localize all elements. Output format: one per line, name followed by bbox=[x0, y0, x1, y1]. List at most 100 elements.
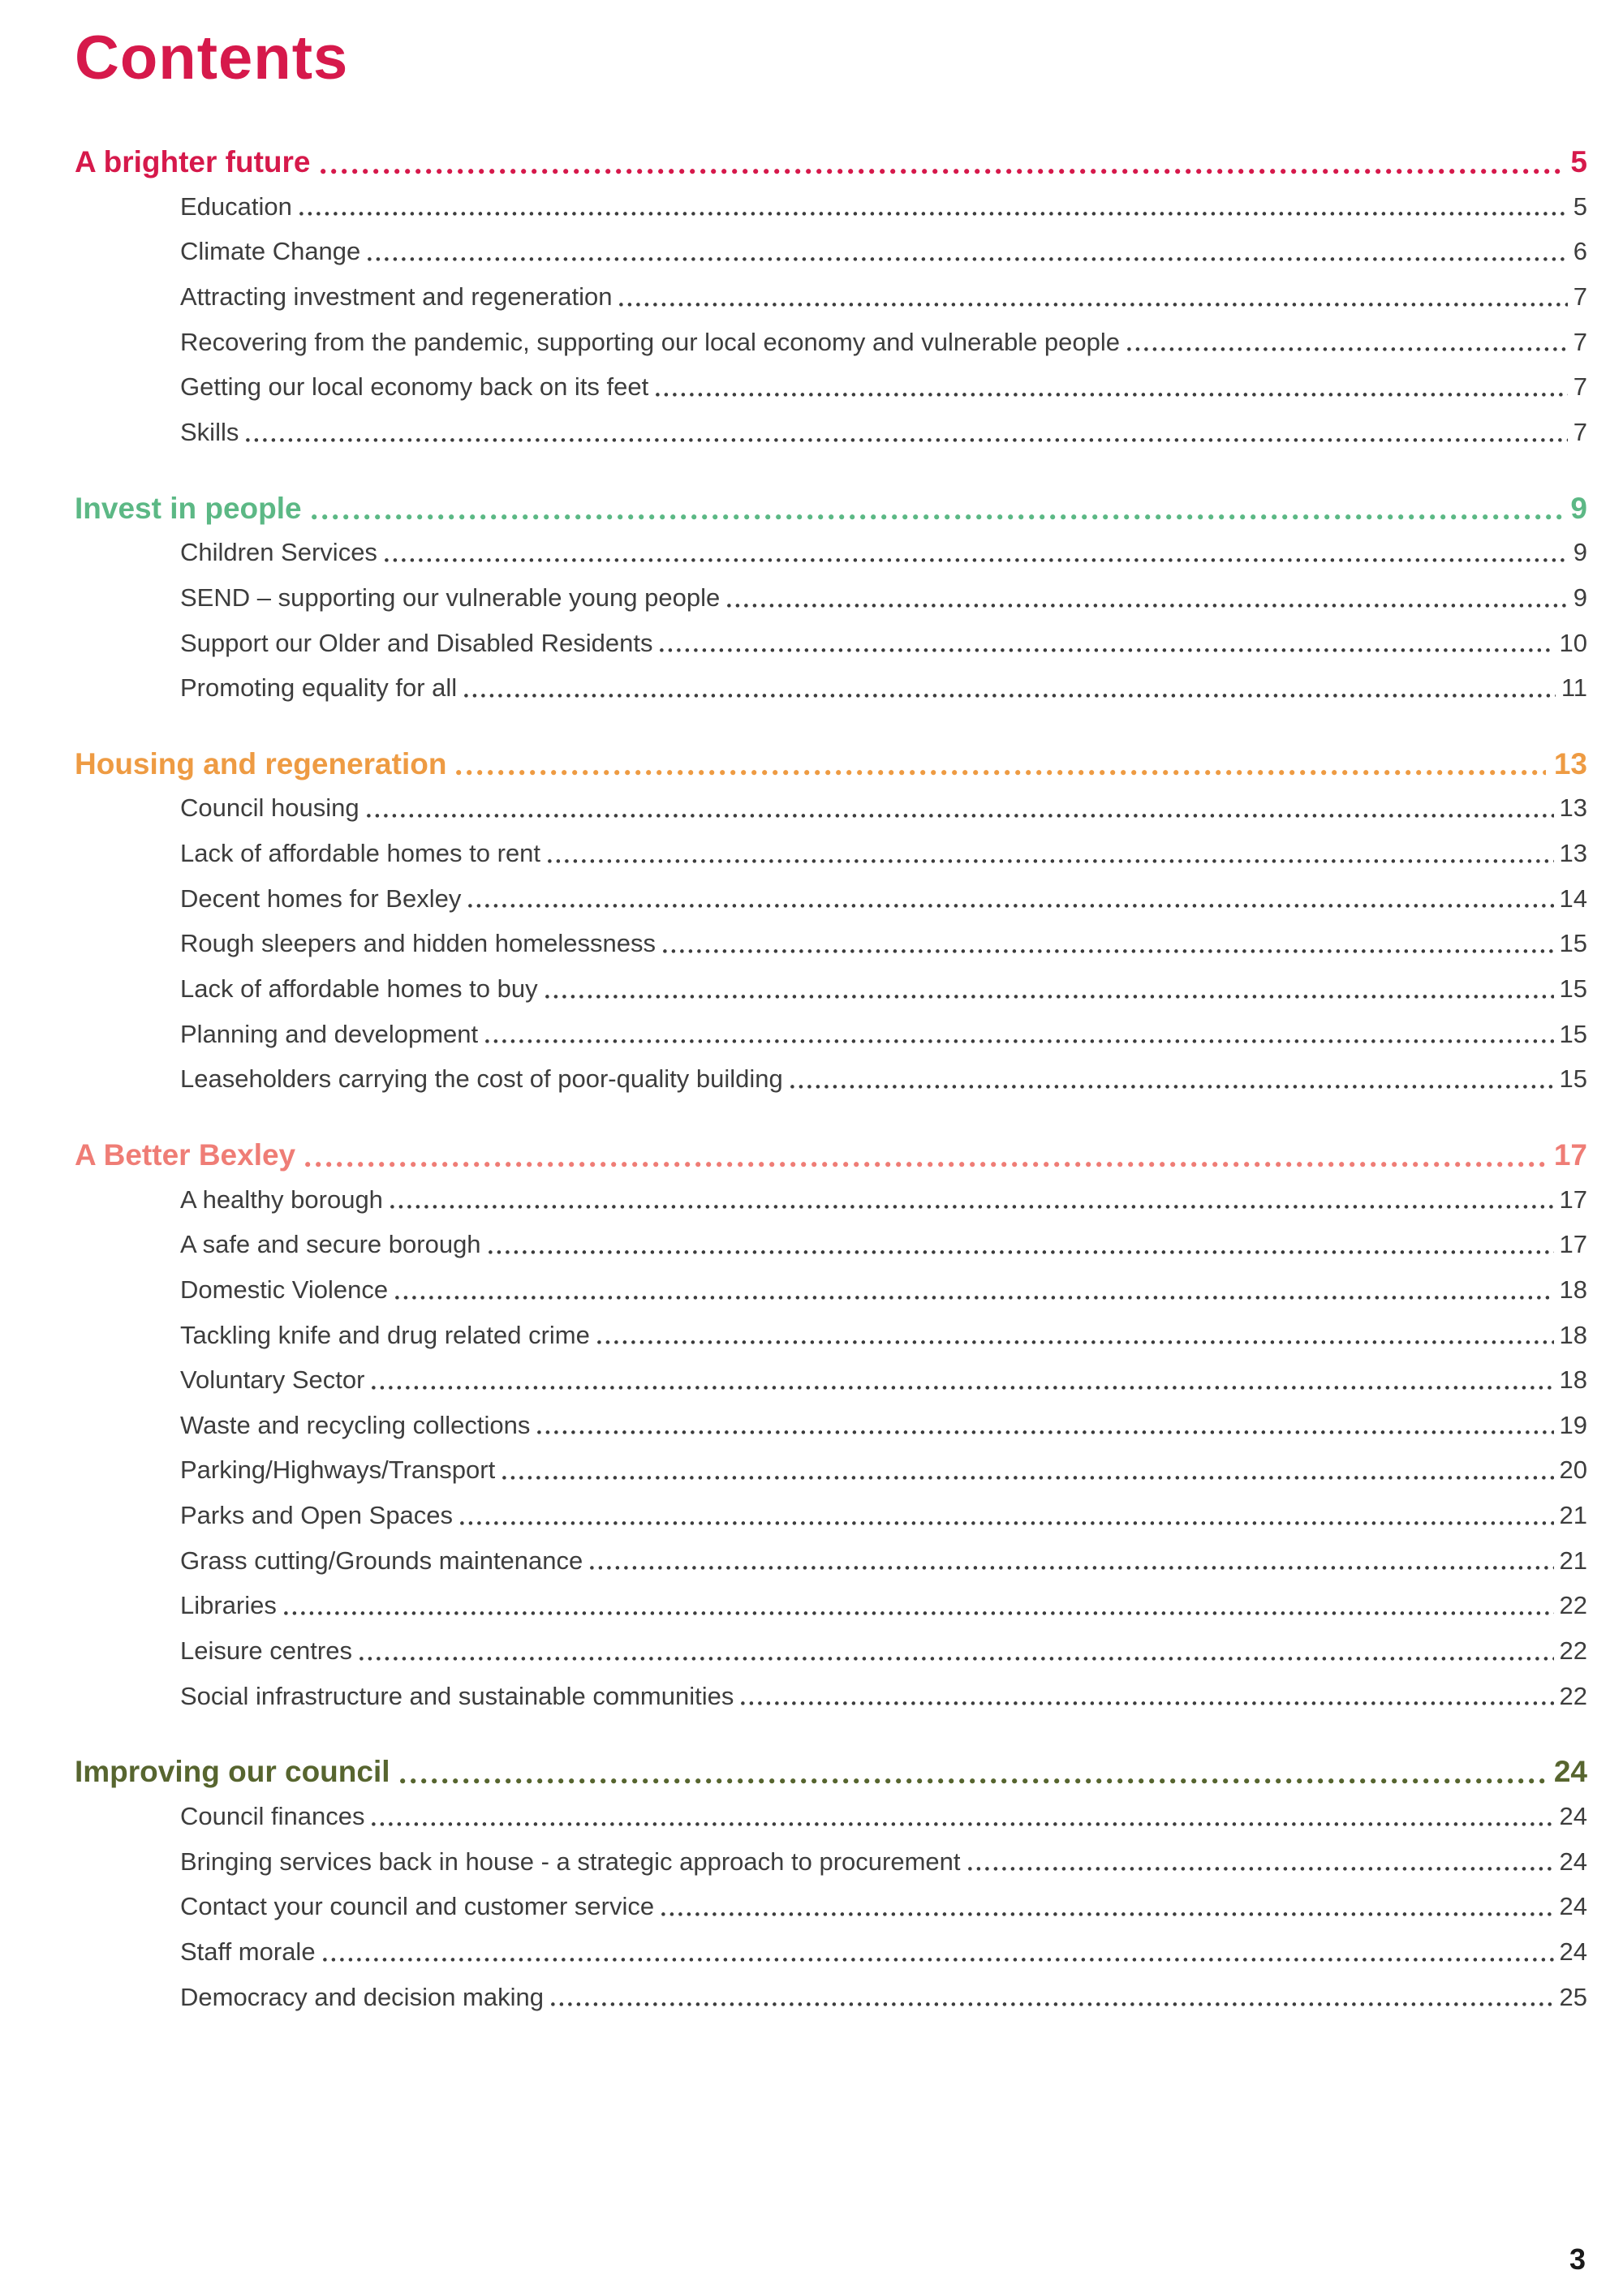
toc-entry[interactable]: Planning and development 15 bbox=[180, 1020, 1587, 1049]
toc-entry[interactable]: Lack of affordable homes to rent 13 bbox=[180, 839, 1587, 868]
toc-entry[interactable]: A safe and secure borough 17 bbox=[180, 1230, 1587, 1259]
toc-entry[interactable]: Tackling knife and drug related crime 18 bbox=[180, 1321, 1587, 1350]
toc-entry-page: 14 bbox=[1559, 884, 1587, 913]
page-title: Contents bbox=[75, 24, 349, 92]
toc-entry-label: Libraries bbox=[180, 1591, 277, 1620]
toc-entry[interactable]: Attracting investment and regeneration 7 bbox=[180, 282, 1587, 312]
dot-leader bbox=[662, 949, 1554, 954]
toc-entry-label: Parking/Highways/Transport bbox=[180, 1455, 496, 1485]
toc-entry-page: 7 bbox=[1573, 417, 1587, 446]
toc-entry[interactable]: Recovering from the pandemic, supporting… bbox=[180, 328, 1587, 357]
toc-entry-page: 18 bbox=[1559, 1320, 1587, 1349]
toc-entry[interactable]: Domestic Violence 18 bbox=[180, 1275, 1587, 1305]
toc-entry[interactable]: Council housing 13 bbox=[180, 793, 1587, 823]
toc-entry[interactable]: Climate Change 6 bbox=[180, 237, 1587, 266]
toc-entry-label: Promoting equality for all bbox=[180, 673, 458, 703]
toc-entry-label: Contact your council and customer servic… bbox=[180, 1892, 655, 1921]
toc-section-items: Education 5 Climate Change 6 Attracting … bbox=[180, 192, 1587, 447]
toc-entry-label: Parks and Open Spaces bbox=[180, 1501, 454, 1530]
toc-entry[interactable]: Promoting equality for all 11 bbox=[180, 673, 1587, 703]
toc-entry-label: Voluntary Sector bbox=[180, 1365, 365, 1395]
toc-entry[interactable]: Council finances 24 bbox=[180, 1802, 1587, 1831]
toc-entry[interactable]: Democracy and decision making 25 bbox=[180, 1983, 1587, 2012]
toc-entry[interactable]: Parking/Highways/Transport 20 bbox=[180, 1455, 1587, 1485]
dot-leader bbox=[366, 814, 1554, 819]
toc-entry-page: 22 bbox=[1559, 1636, 1587, 1666]
toc-entry-label: Council housing bbox=[180, 793, 359, 823]
toc-entry-page: 25 bbox=[1559, 1982, 1587, 2011]
dot-leader bbox=[320, 168, 1563, 174]
toc-entry[interactable]: A healthy borough 17 bbox=[180, 1185, 1587, 1215]
toc-entry-label: Support our Older and Disabled Residents bbox=[180, 628, 653, 657]
toc-entry[interactable]: Children Services 9 bbox=[180, 538, 1587, 567]
dot-leader bbox=[551, 2002, 1554, 2007]
toc-entry-label: Getting our local economy back on its fe… bbox=[180, 372, 649, 402]
toc-entry-label: Lack of affordable homes to buy bbox=[180, 974, 538, 1004]
toc-entry[interactable]: Decent homes for Bexley 14 bbox=[180, 884, 1587, 914]
toc-entry-label: Leisure centres bbox=[180, 1636, 352, 1666]
toc-entry[interactable]: Support our Older and Disabled Residents… bbox=[180, 629, 1587, 658]
dot-leader bbox=[305, 1161, 1546, 1167]
toc-entry-page: 7 bbox=[1573, 282, 1587, 311]
dot-leader bbox=[464, 693, 1556, 698]
dot-leader bbox=[537, 1430, 1554, 1435]
toc-section-page: 24 bbox=[1553, 1755, 1587, 1789]
toc-entry[interactable]: Leaseholders carrying the cost of poor-q… bbox=[180, 1064, 1587, 1094]
toc-entry-label: Democracy and decision making bbox=[180, 1982, 544, 2011]
dot-leader bbox=[299, 212, 1568, 217]
dot-leader bbox=[456, 770, 1546, 776]
toc-section-header[interactable]: Invest in people 9 bbox=[75, 492, 1587, 526]
toc-entry-page: 13 bbox=[1559, 793, 1587, 823]
toc-section-invest-in-people: Invest in people 9 Children Services 9 S… bbox=[75, 492, 1587, 703]
toc-entry[interactable]: SEND – supporting our vulnerable young p… bbox=[180, 583, 1587, 613]
toc-entry[interactable]: Lack of affordable homes to buy 15 bbox=[180, 974, 1587, 1004]
dot-leader bbox=[359, 1656, 1554, 1661]
toc-entry[interactable]: Grass cutting/Grounds maintenance 21 bbox=[180, 1546, 1587, 1576]
toc-entry-page: 21 bbox=[1559, 1546, 1587, 1575]
toc-entry-label: A healthy borough bbox=[180, 1185, 383, 1214]
dot-leader bbox=[727, 603, 1568, 608]
toc-entry[interactable]: Waste and recycling collections 19 bbox=[180, 1411, 1587, 1440]
toc-entry-label: Lack of affordable homes to rent bbox=[180, 839, 541, 868]
toc-entry[interactable]: Social infrastructure and sustainable co… bbox=[180, 1682, 1587, 1711]
toc-section-header[interactable]: Housing and regeneration 13 bbox=[75, 747, 1587, 781]
toc-entry-page: 17 bbox=[1559, 1230, 1587, 1259]
dot-leader bbox=[390, 1205, 1554, 1210]
toc-entry-page: 17 bbox=[1559, 1185, 1587, 1214]
toc-entry-page: 15 bbox=[1559, 974, 1587, 1004]
dot-leader bbox=[545, 994, 1554, 999]
toc-entry[interactable]: Parks and Open Spaces 21 bbox=[180, 1501, 1587, 1530]
toc-entry-page: 18 bbox=[1559, 1275, 1587, 1304]
toc-entry-page: 24 bbox=[1559, 1847, 1587, 1876]
toc-entry[interactable]: Leisure centres 22 bbox=[180, 1636, 1587, 1666]
dot-leader bbox=[590, 1566, 1554, 1571]
toc-entry[interactable]: Bringing services back in house - a stra… bbox=[180, 1847, 1587, 1877]
toc-section-header[interactable]: Improving our council 24 bbox=[75, 1756, 1587, 1789]
toc-entry[interactable]: Education 5 bbox=[180, 192, 1587, 221]
toc-entry-label: SEND – supporting our vulnerable young p… bbox=[180, 583, 721, 612]
dot-leader bbox=[395, 1295, 1554, 1300]
toc-entry[interactable]: Staff morale 24 bbox=[180, 1937, 1587, 1967]
toc-entry[interactable]: Voluntary Sector 18 bbox=[180, 1365, 1587, 1395]
toc-entry-page: 15 bbox=[1559, 1064, 1587, 1094]
toc-entry-page: 9 bbox=[1573, 538, 1587, 567]
dot-leader bbox=[619, 302, 1568, 307]
toc-entry[interactable]: Rough sleepers and hidden homelessness 1… bbox=[180, 929, 1587, 958]
toc-entry[interactable]: Getting our local economy back on its fe… bbox=[180, 372, 1587, 402]
toc-section-header[interactable]: A brighter future 5 bbox=[75, 145, 1587, 179]
toc-section-brighter-future: A brighter future 5 Education 5 Climate … bbox=[75, 145, 1587, 447]
toc-entry-label: Tackling knife and drug related crime bbox=[180, 1320, 590, 1349]
toc-entry-page: 24 bbox=[1559, 1802, 1587, 1831]
dot-leader bbox=[790, 1084, 1554, 1089]
dot-leader bbox=[372, 1821, 1554, 1826]
toc-entry[interactable]: Skills 7 bbox=[180, 418, 1587, 447]
toc-entry[interactable]: Libraries 22 bbox=[180, 1591, 1587, 1620]
toc-section-title: Invest in people bbox=[75, 491, 302, 525]
toc-entry-label: Domestic Violence bbox=[180, 1275, 389, 1304]
toc-section-header[interactable]: A Better Bexley 17 bbox=[75, 1138, 1587, 1172]
toc-entry[interactable]: Contact your council and customer servic… bbox=[180, 1892, 1587, 1921]
toc-entry-label: Leaseholders carrying the cost of poor-q… bbox=[180, 1064, 783, 1094]
toc-entry-page: 22 bbox=[1559, 1681, 1587, 1710]
dot-leader bbox=[399, 1778, 1546, 1785]
